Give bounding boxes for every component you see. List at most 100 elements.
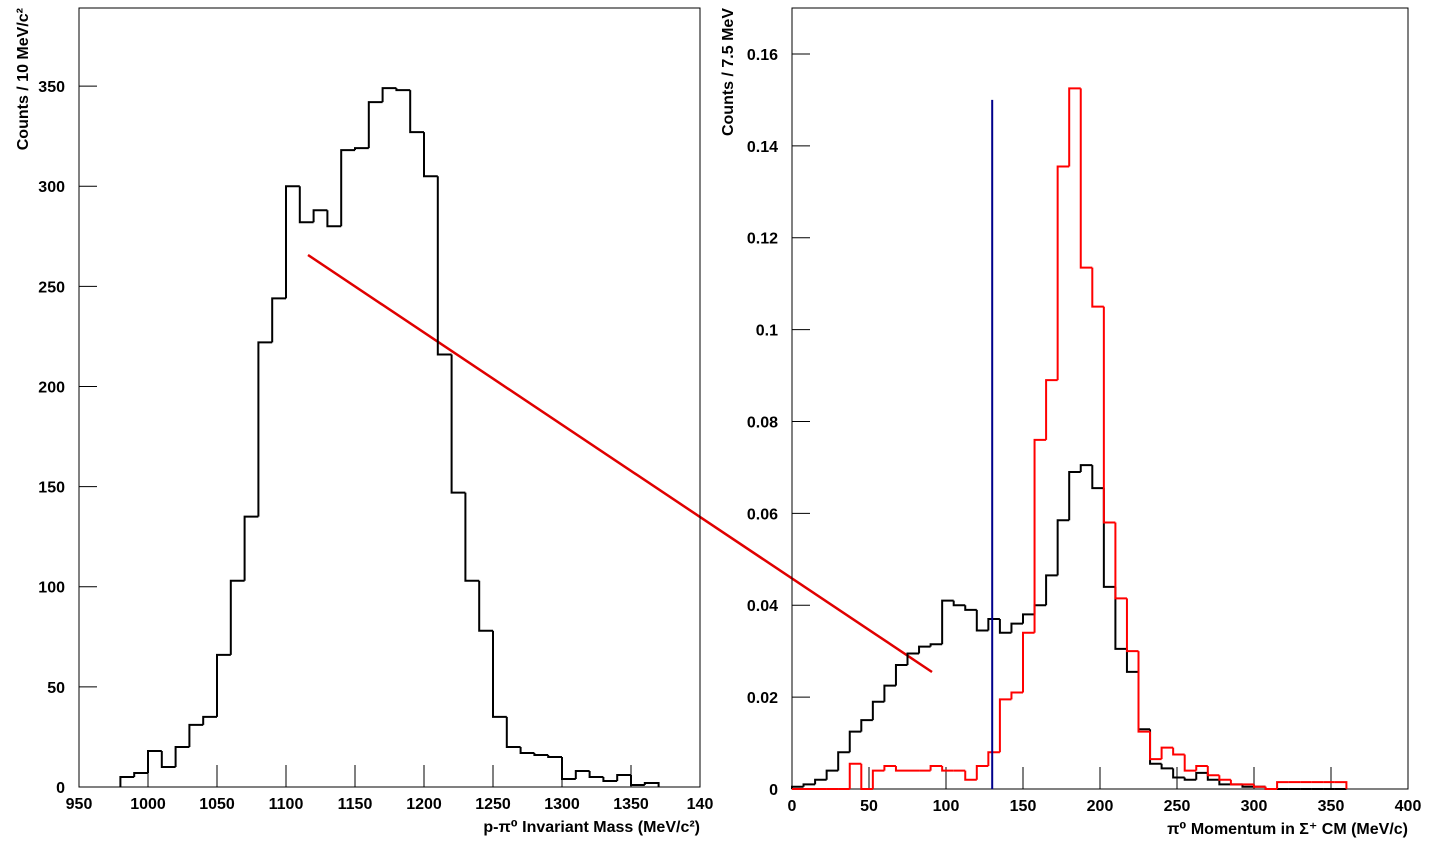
histogram-bin [1125, 648, 1139, 673]
x-tick-label: 300 [1241, 798, 1268, 815]
histogram-bin [1125, 598, 1139, 653]
histogram-bin [952, 600, 966, 607]
histogram-bin [1253, 784, 1266, 788]
histogram-bin [519, 746, 535, 754]
histogram-bin [1114, 586, 1127, 650]
x-tick-label: 1100 [269, 796, 304, 813]
histogram-bin [1102, 488, 1116, 588]
histogram-bin [1218, 775, 1231, 781]
annotation-arrow [307, 253, 933, 674]
histogram-bin [802, 783, 816, 787]
histogram-bin [987, 618, 1000, 631]
histogram-bin [1160, 763, 1174, 770]
histogram-bin [229, 579, 245, 655]
y-tick-label: 0.08 [747, 414, 778, 431]
histogram-bin [505, 716, 521, 748]
histogram-bin [1114, 522, 1127, 600]
x-tick-label: 1050 [199, 796, 235, 813]
histogram-bin [894, 663, 908, 686]
histogram-bin [1206, 772, 1220, 781]
y-tick-label: 250 [38, 279, 65, 296]
histogram-bin [354, 147, 369, 151]
histogram-bin [1183, 777, 1197, 781]
x-tick-label: 1300 [544, 796, 580, 813]
histogram-bin [271, 297, 286, 343]
histogram-bin [133, 771, 148, 777]
y-tick-label: 0 [769, 782, 778, 799]
plot-frame [78, 7, 701, 788]
histogram-bin [1149, 731, 1162, 761]
histogram-bin [1195, 765, 1208, 771]
histogram-bin [860, 763, 873, 790]
histogram-bin [1137, 671, 1151, 731]
histogram-bin [574, 769, 590, 779]
histogram-bin [147, 749, 162, 773]
histogram-bin [409, 90, 424, 134]
histogram-bin [1137, 651, 1151, 733]
y-tick-label: 50 [47, 680, 65, 697]
histogram-bin [216, 653, 231, 717]
x-tick-label: 250 [1164, 798, 1191, 815]
histogram-bin [547, 754, 562, 758]
histogram-bin [1068, 471, 1081, 521]
histogram-bin [1183, 754, 1197, 772]
histogram-bin [975, 765, 989, 780]
histogram-bin [906, 652, 920, 665]
histogram-bin [119, 775, 135, 787]
histogram-bin [588, 770, 604, 778]
histogram-bin [871, 700, 885, 721]
histogram-bin [298, 186, 314, 224]
histogram-bin [883, 684, 896, 702]
histogram-bin [174, 745, 190, 767]
histogram-bin [998, 619, 1012, 634]
histogram-bin [1229, 779, 1243, 786]
histogram-bin [1056, 165, 1070, 381]
y-tick-label: 0.04 [747, 598, 778, 615]
histogram-bin [998, 698, 1012, 753]
x-tick-label: 0 [788, 798, 797, 815]
histogram-bin [1160, 746, 1174, 760]
y-tick-label: 100 [38, 580, 65, 597]
histogram-bin [602, 776, 618, 782]
histogram-bin [871, 769, 885, 789]
histogram-bin [312, 209, 328, 223]
y-tick-label: 0.02 [747, 690, 778, 707]
histogram-bin [160, 750, 176, 768]
x-tick-label: 140 [687, 796, 714, 813]
histogram-bin [285, 185, 300, 299]
histogram-bin [630, 774, 645, 786]
y-tick-label: 0.16 [747, 47, 778, 64]
histogram-bin [964, 605, 977, 611]
histogram-bin [987, 751, 1000, 767]
histogram-bin [381, 87, 397, 103]
histogram-bin [533, 752, 549, 756]
histogram-bin [1091, 465, 1104, 490]
histogram-bin [492, 630, 507, 718]
histogram-bin [1172, 768, 1185, 779]
histogram-bin [1102, 306, 1116, 524]
histogram-bin [941, 766, 954, 772]
histogram-bin [257, 341, 273, 517]
histogram-bin [814, 778, 827, 785]
x-tick-label: 50 [860, 798, 878, 815]
x-tick-label: 400 [1395, 798, 1422, 815]
histogram-bin [837, 751, 850, 771]
histogram-bin [616, 773, 631, 781]
histogram-bin [1045, 379, 1058, 440]
histogram-bin [1206, 766, 1220, 777]
y-tick-label: 200 [38, 379, 65, 396]
histogram-bin [848, 762, 862, 789]
x-axis-label: p-π⁰ Invariant Mass (MeV/c²) [483, 819, 700, 836]
histogram-bin [1091, 267, 1104, 308]
y-tick-label: 0.06 [747, 506, 778, 523]
x-tick-label: 1000 [130, 796, 166, 813]
histogram-bin [643, 781, 660, 787]
histogram-bin [1172, 747, 1185, 756]
histogram-bin [450, 354, 466, 494]
x-tick-label: 950 [66, 796, 93, 813]
histogram-bin [1079, 464, 1093, 473]
histogram-bin [202, 715, 217, 725]
y-tick-label: 150 [38, 480, 65, 497]
histogram-bin [929, 765, 943, 771]
